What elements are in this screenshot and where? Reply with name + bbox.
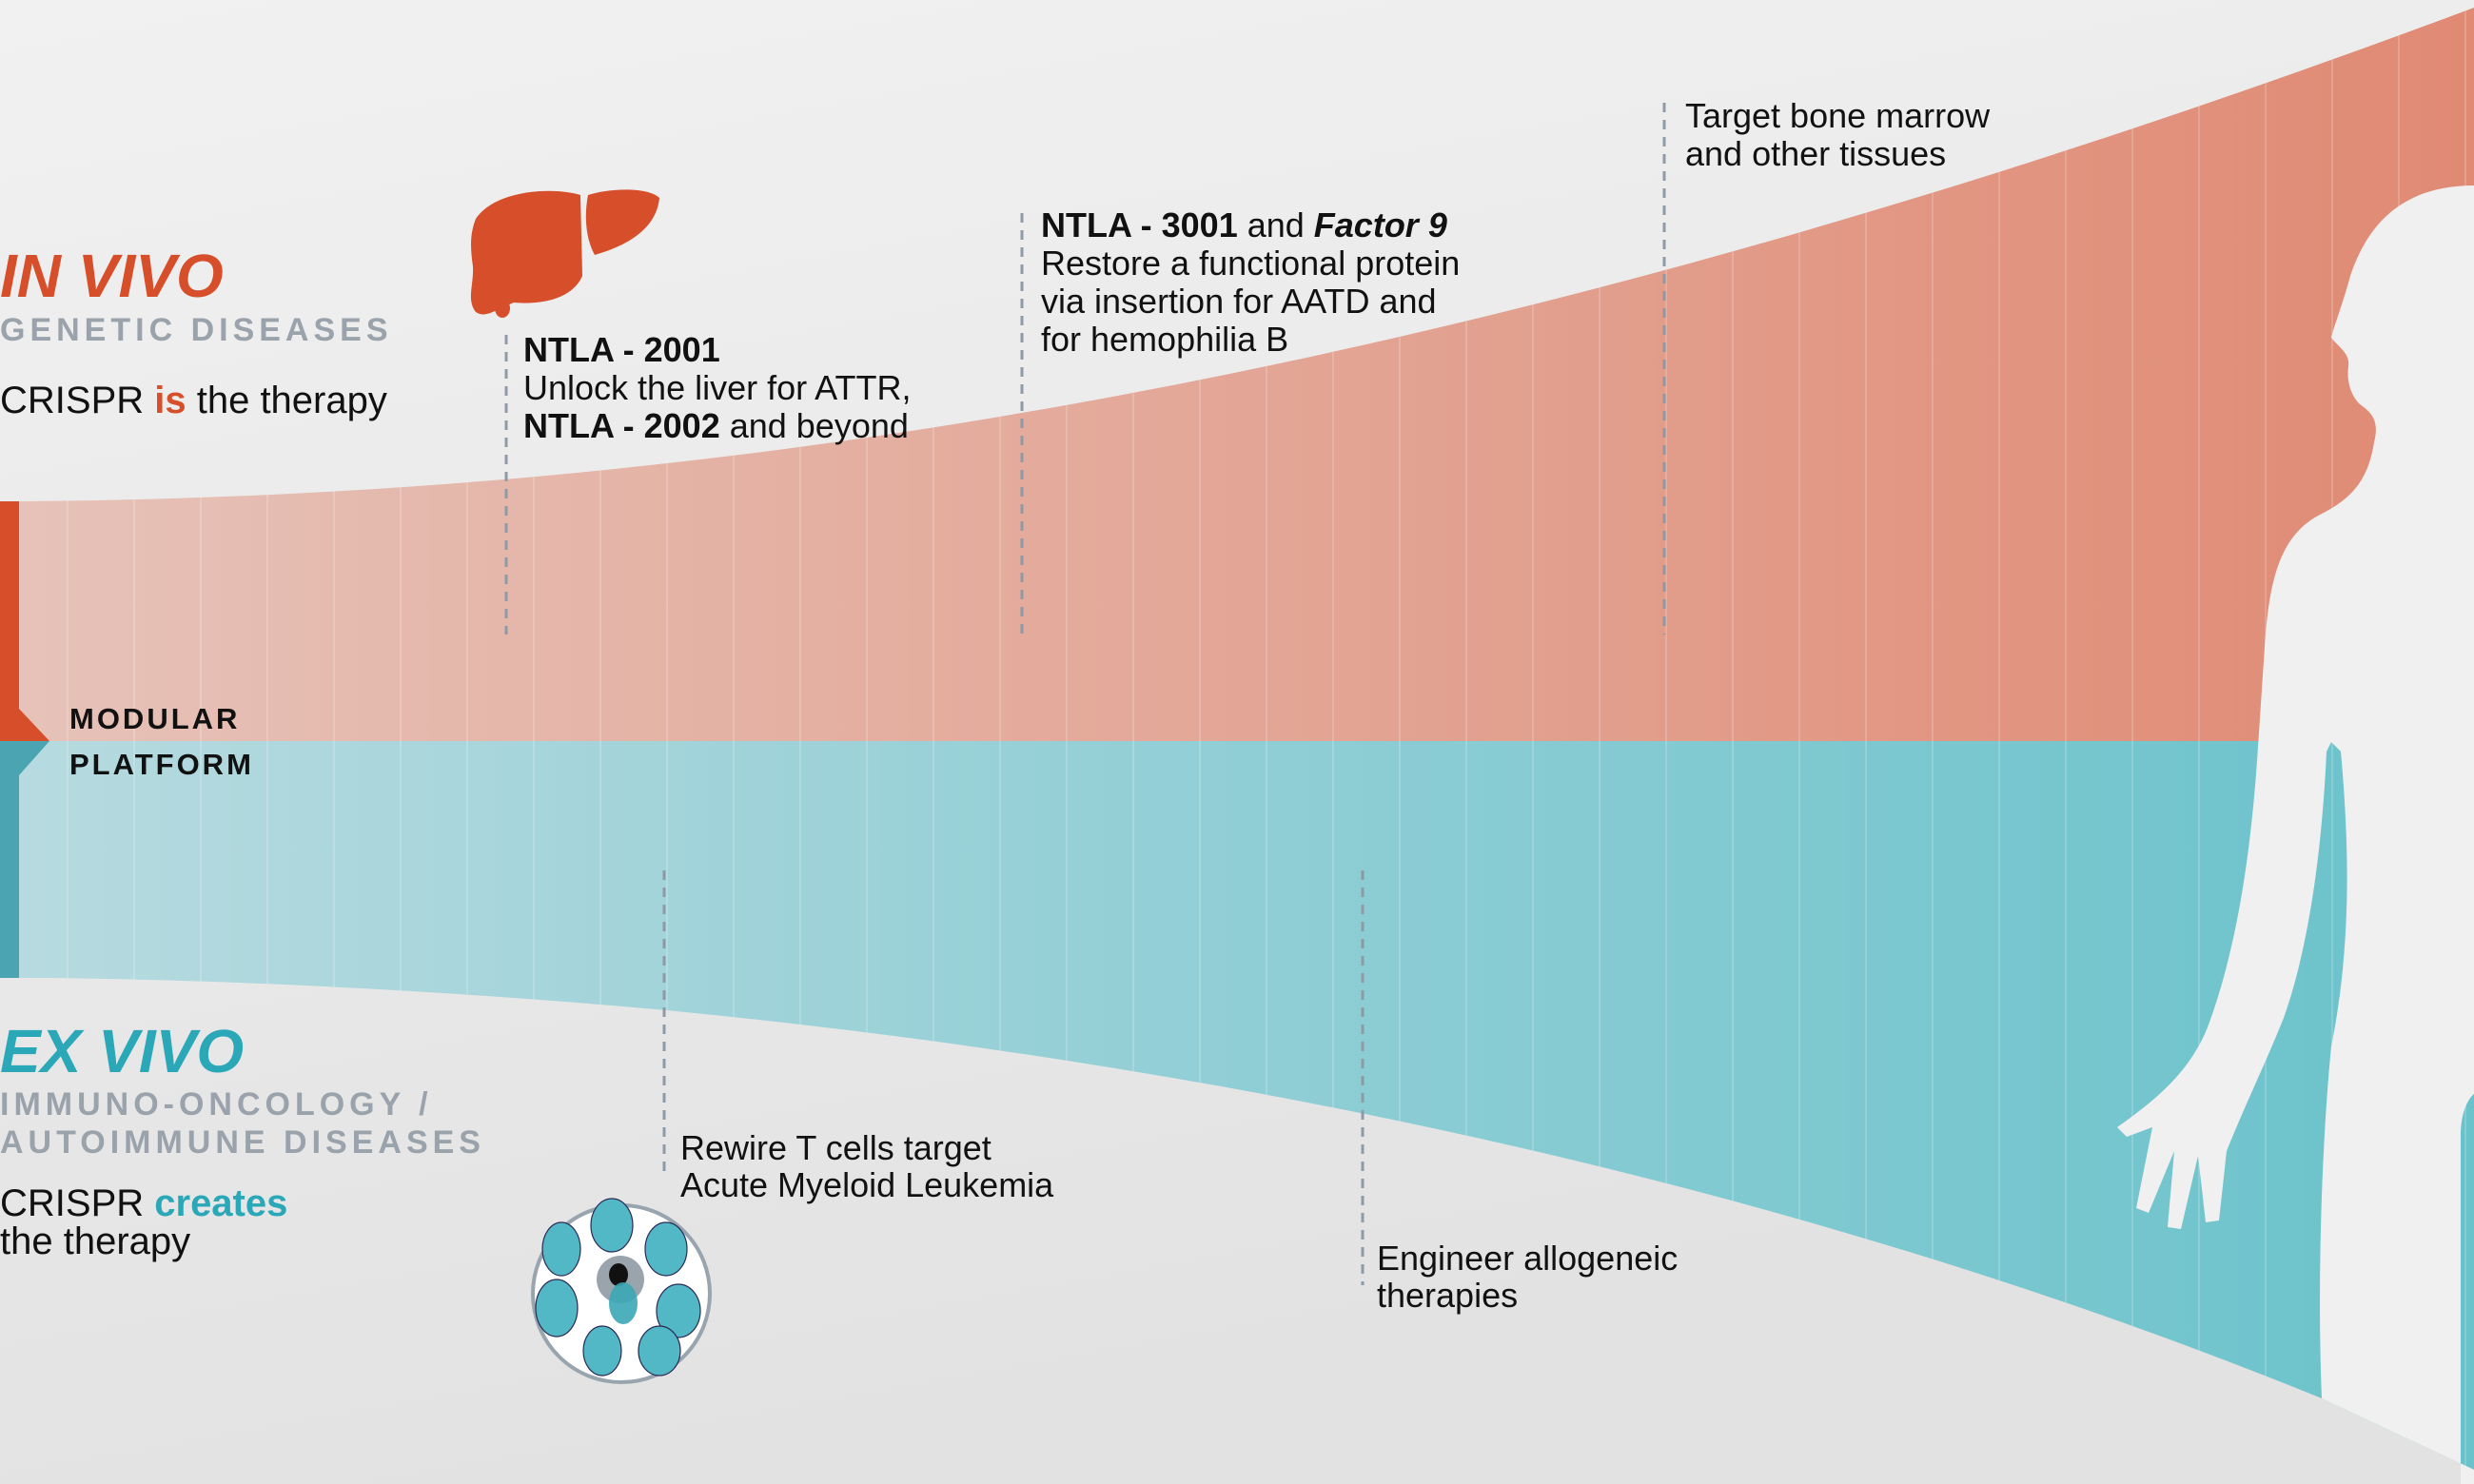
- in-vivo-title: IN VIVO: [0, 242, 224, 310]
- t-cell-cluster-icon: [531, 1198, 712, 1384]
- ex-vivo-title: EX VIVO: [0, 1017, 244, 1085]
- text-line: NTLA - 3001: [1041, 205, 1238, 244]
- ntla-2001-label: NTLA - 2001 Unlock the liver for ATTR, N…: [523, 330, 920, 445]
- tagline-post: the therapy: [187, 380, 387, 421]
- liver-icon: [470, 189, 659, 318]
- allogeneic-label: Engineer allogeneic therapies: [1377, 1239, 1687, 1315]
- text-line: CRISPR: [0, 1182, 154, 1224]
- in-vivo-subtitle: GENETIC DISEASES: [0, 312, 393, 348]
- in-vivo-tagline: CRISPR is the therapy: [0, 380, 387, 421]
- text-line: MODULAR: [69, 702, 240, 735]
- text-line: creates: [154, 1182, 287, 1224]
- modular-platform-label: MODULAR PLATFORM: [69, 702, 254, 781]
- band-stripes: [19, 8, 2474, 1470]
- text-line: NTLA - 2002: [523, 406, 720, 445]
- text-line: and: [1238, 205, 1314, 244]
- text-line: Target bone marrow: [1685, 96, 1991, 135]
- text-line: Acute Myeloid Leukemia: [680, 1165, 1054, 1204]
- text-line: Unlock the liver for ATTR,: [523, 368, 911, 407]
- tagline-pre: CRISPR: [0, 380, 154, 421]
- text-line: NTLA - 2001: [523, 330, 720, 369]
- ntla-3001-label: NTLA - 3001 and Factor 9 Restore a funct…: [1041, 205, 1469, 359]
- text-line: via insertion for AATD and: [1041, 282, 1437, 321]
- text-line: Rewire T cells target: [680, 1128, 992, 1167]
- text-line: the therapy: [0, 1220, 190, 1262]
- t-cells-label: Rewire T cells target Acute Myeloid Leuk…: [680, 1128, 1054, 1204]
- text-line: IMMUNO-ONCOLOGY /: [0, 1086, 433, 1123]
- in-vivo-marker-bar: [0, 501, 49, 741]
- bone-marrow-label: Target bone marrow and other tissues: [1685, 96, 1999, 173]
- text-line: Restore a functional protein: [1041, 244, 1460, 283]
- text-line: AUTOIMMUNE DISEASES: [0, 1124, 485, 1161]
- human-silhouette-icon: [2117, 186, 2474, 1484]
- text-line: Factor 9: [1314, 205, 1447, 244]
- text-line: PLATFORM: [69, 748, 254, 781]
- text-line: Engineer allogeneic: [1377, 1239, 1678, 1278]
- text-line: therapies: [1377, 1276, 1518, 1315]
- text-line: and beyond: [720, 406, 909, 445]
- tagline-accent: is: [154, 380, 186, 421]
- text-line: and other tissues: [1685, 134, 1946, 173]
- ex-vivo-tagline: CRISPR creates the therapy: [0, 1182, 299, 1262]
- ex-vivo-subtitle: IMMUNO-ONCOLOGY / AUTOIMMUNE DISEASES: [0, 1086, 485, 1161]
- ex-vivo-marker-bar: [0, 741, 49, 978]
- text-line: for hemophilia B: [1041, 320, 1288, 359]
